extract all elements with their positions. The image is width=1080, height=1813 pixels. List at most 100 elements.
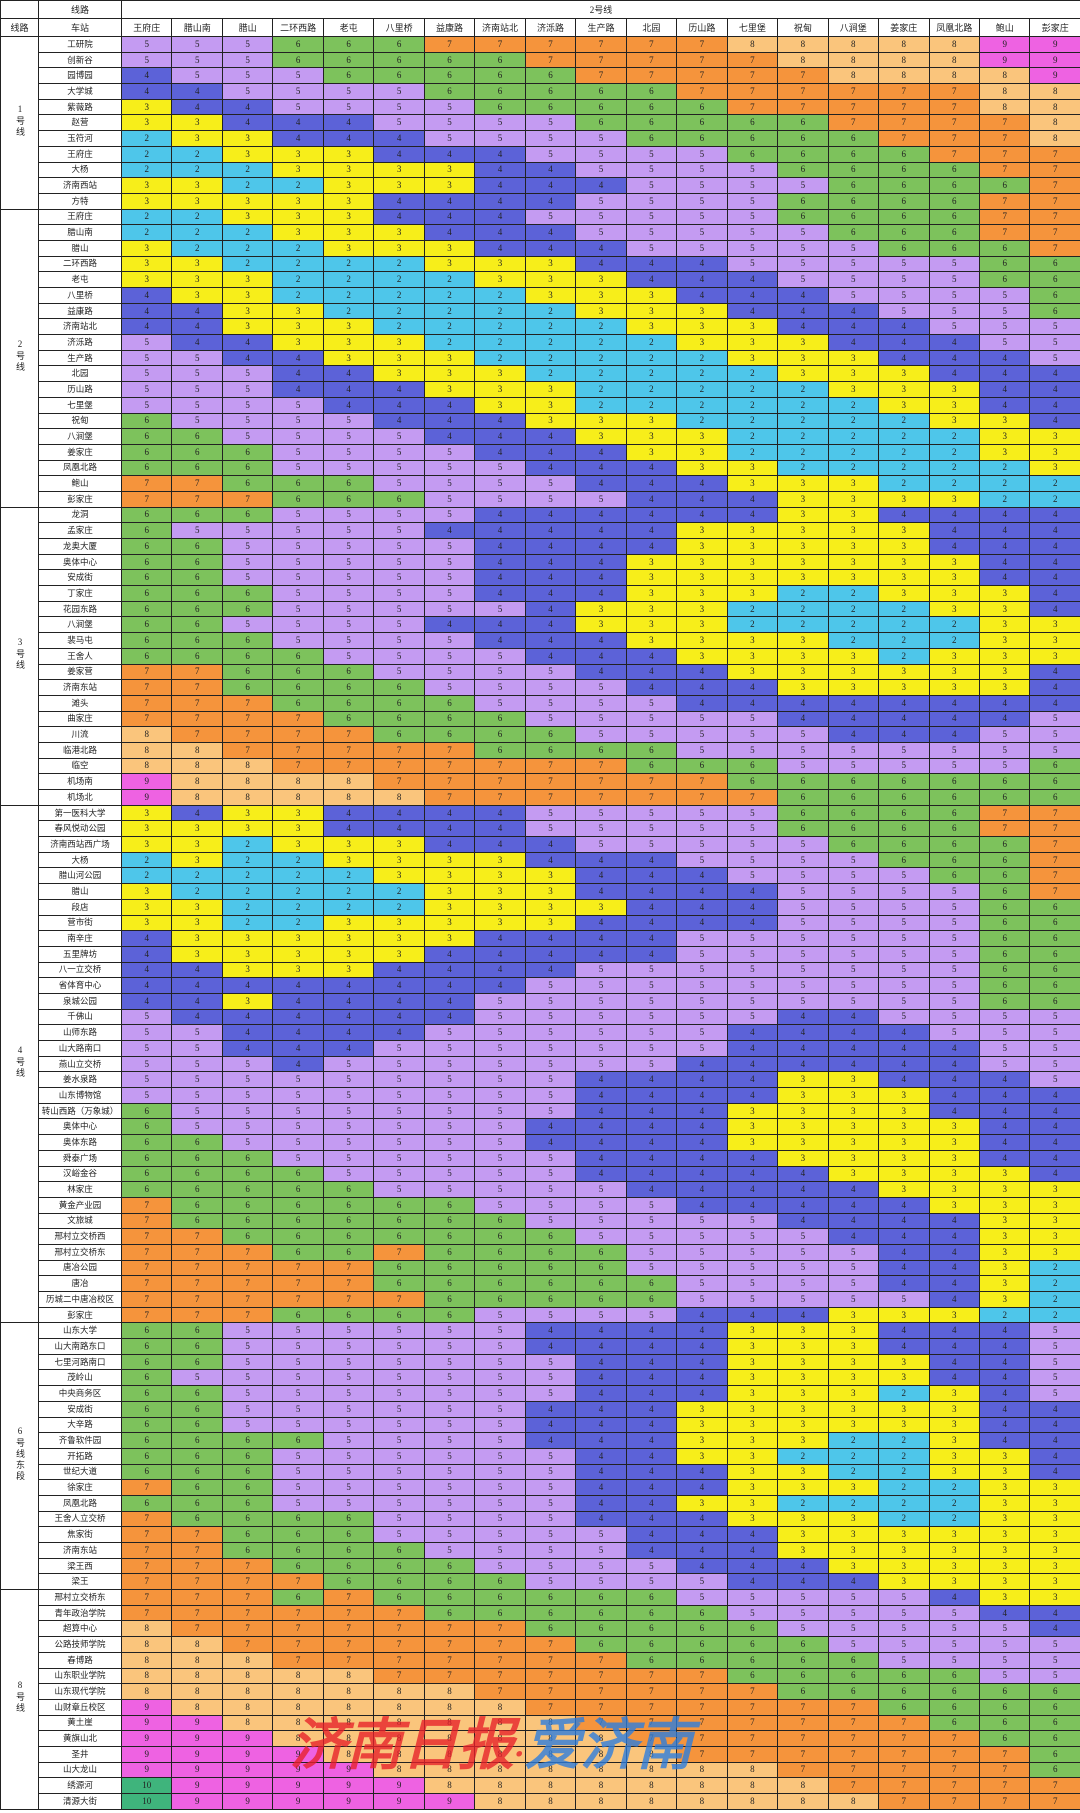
fare-cell: 8 — [120, 741, 173, 759]
fare-cell: 8 — [171, 1683, 223, 1700]
row: 茂岭山 6 5 5 5 5 5 5 5 5 4 4 4 3 3 3 3 4 4 5 — [1, 1369, 1080, 1387]
fare-cell: 2 — [777, 381, 829, 398]
fare-cell: 4 — [423, 977, 476, 994]
fare-cell: 7 — [524, 51, 577, 69]
fare-cell: 2 — [272, 867, 324, 885]
fare-cell: 5 — [1029, 1040, 1080, 1057]
fare-cell: 5 — [777, 945, 829, 963]
fare-cell: 4 — [575, 1432, 627, 1449]
fare-cell: 7 — [978, 820, 1031, 838]
fare-cell: 7 — [777, 1745, 829, 1763]
fare-cell: 6 — [777, 114, 829, 132]
fare-cell: 3 — [978, 1228, 1031, 1245]
fare-cell: 9 — [120, 1745, 173, 1763]
fare-cell: 5 — [474, 1181, 526, 1198]
fare-cell: 3 — [221, 208, 274, 226]
fare-cell: 7 — [272, 726, 324, 743]
fare-cell: 4 — [575, 647, 627, 665]
fare-cell: 9 — [171, 1777, 223, 1794]
fare-cell: 5 — [524, 1573, 577, 1591]
fare-cell: 5 — [373, 569, 425, 587]
fare-cell: 3 — [1029, 1479, 1080, 1496]
fare-cell: 4 — [625, 898, 678, 916]
fare-cell: 2 — [171, 867, 223, 885]
fare-cell: 9 — [221, 1730, 274, 1747]
fare-cell: 3 — [878, 1557, 930, 1575]
fare-cell: 5 — [373, 553, 425, 571]
fare-cell: 4 — [575, 1071, 627, 1089]
fare-cell: 3 — [928, 1416, 980, 1434]
fare-cell: 2 — [322, 287, 375, 304]
fare-cell: 6 — [676, 1620, 728, 1638]
fare-cell: 6 — [878, 208, 930, 226]
fare-cell: 2 — [221, 255, 274, 273]
column-row: 线路 车站 王府庄 腊山南 腊山 二环西路 老屯 八里桥 益康路 济南站北 济泺路 生产路 北园 历山… — [0, 18, 1080, 37]
station: 山师东路 — [38, 1024, 122, 1041]
station: 祝甸 — [38, 412, 122, 430]
column-label: 七里堡 — [726, 18, 779, 37]
fare-cell: 3 — [322, 914, 375, 932]
row: 山师东路 5 5 4 4 4 4 5 5 5 5 5 5 4 4 4 4 5 5 5 — [1, 1024, 1080, 1041]
fare-cell: 4 — [272, 349, 324, 367]
fare-cell: 3 — [1029, 1510, 1080, 1528]
fare-cell: 3 — [676, 1400, 728, 1418]
fare-cell: 3 — [726, 1447, 779, 1465]
fare-cell: 8 — [171, 1651, 223, 1669]
fare-cell: 3 — [272, 804, 324, 822]
fare-cell: 4 — [171, 98, 223, 116]
fare-cell: 5 — [322, 1353, 375, 1371]
fare-cell: 6 — [928, 851, 980, 869]
row: 二环西路 3 3 2 2 2 2 3 3 3 4 4 4 5 5 5 5 5 6 6 — [1, 255, 1080, 273]
fare-cell: 7 — [423, 1620, 476, 1638]
fare-cell: 3 — [221, 961, 274, 979]
fare-cell: 6 — [221, 1510, 274, 1528]
fare-cell: 5 — [221, 428, 274, 445]
fare-cell: 7 — [524, 773, 577, 790]
fare-cell: 7 — [322, 1604, 375, 1622]
fare-cell: 3 — [171, 255, 223, 273]
fare-cell: 3 — [878, 1573, 930, 1591]
fare-cell: 4 — [575, 239, 627, 257]
row: 黄土崖 9 9 8 8 8 8 8 8 8 7 7 7 7 7 7 7 6 6 6 — [1, 1714, 1080, 1732]
fare-cell: 5 — [1029, 1353, 1080, 1371]
fare-cell: 5 — [524, 1479, 577, 1496]
fare-cell: 6 — [827, 1651, 880, 1669]
fare-cell: 3 — [726, 1338, 779, 1355]
fare-cell: 5 — [221, 1087, 274, 1104]
fare-cell: 4 — [322, 820, 375, 838]
fare-cell: 5 — [928, 961, 980, 979]
fare-cell: 7 — [171, 1542, 223, 1559]
fare-cell: 5 — [373, 1447, 425, 1465]
fare-cell: 6 — [221, 647, 274, 665]
fare-cell: 4 — [474, 616, 526, 634]
fare-cell: 3 — [272, 930, 324, 947]
fare-cell: 5 — [827, 1636, 880, 1653]
fare-cell: 5 — [524, 208, 577, 226]
fare-cell: 5 — [575, 208, 627, 226]
fare-cell: 4 — [625, 1494, 678, 1512]
fare-cell: 5 — [373, 1479, 425, 1496]
fare-cell: 7 — [878, 1761, 930, 1779]
station: 文旅城 — [38, 1212, 122, 1230]
fare-cell: 4 — [978, 553, 1031, 571]
fare-cell: 5 — [676, 1275, 728, 1292]
fare-cell: 5 — [474, 1306, 526, 1324]
fare-cell: 4 — [928, 538, 980, 555]
fare-cell: 4 — [676, 1055, 728, 1073]
fare-cell: 2 — [978, 459, 1031, 477]
fare-cell: 6 — [878, 192, 930, 210]
fare-cell: 4 — [625, 1165, 678, 1183]
fare-cell: 3 — [676, 459, 728, 477]
fare-cell: 5 — [221, 51, 274, 69]
fare-cell: 4 — [474, 239, 526, 257]
fare-cell: 7 — [928, 130, 980, 147]
fare-cell: 2 — [978, 475, 1031, 492]
fare-cell: 7 — [1029, 192, 1080, 210]
fare-cell: 3 — [221, 820, 274, 838]
fare-cell: 2 — [827, 443, 880, 461]
fare-cell: 5 — [978, 741, 1031, 759]
fare-cell: 9 — [423, 1793, 476, 1810]
fare-cell: 7 — [676, 67, 728, 85]
fare-cell: 4 — [625, 945, 678, 963]
fare-cell: 6 — [171, 1463, 223, 1481]
